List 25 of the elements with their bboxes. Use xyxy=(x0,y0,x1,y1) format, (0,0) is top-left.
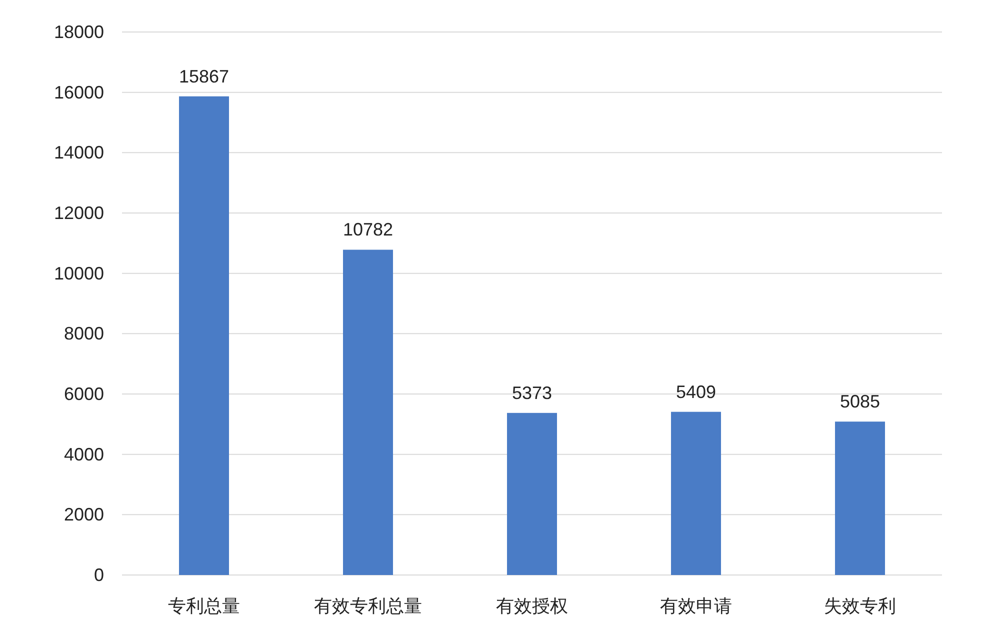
y-tick-label: 18000 xyxy=(54,22,104,42)
x-tick-label: 失效专利 xyxy=(824,596,896,616)
y-tick-label: 4000 xyxy=(64,444,104,464)
x-tick-label: 专利总量 xyxy=(168,596,240,616)
data-label: 5409 xyxy=(676,382,716,402)
y-tick-label: 0 xyxy=(94,565,104,585)
bar xyxy=(343,250,393,575)
bar xyxy=(671,412,721,575)
x-tick-label: 有效专利总量 xyxy=(314,596,422,616)
bar xyxy=(835,422,885,575)
bar xyxy=(507,412,557,575)
bar xyxy=(179,96,229,575)
y-tick-label: 8000 xyxy=(64,324,104,344)
data-label: 5085 xyxy=(840,392,880,412)
y-tick-label: 14000 xyxy=(54,142,104,163)
x-tick-label: 有效授权 xyxy=(496,596,568,616)
y-tick-label: 2000 xyxy=(64,504,104,525)
y-tick-label: 16000 xyxy=(54,82,104,102)
x-tick-label: 有效申请 xyxy=(660,596,732,616)
y-tick-label: 10000 xyxy=(54,263,104,284)
data-label: 10782 xyxy=(342,220,394,240)
data-label: 15867 xyxy=(178,66,230,86)
y-tick-label: 12000 xyxy=(54,203,104,223)
y-tick-label: 6000 xyxy=(64,384,104,404)
data-label: 5373 xyxy=(512,382,552,403)
